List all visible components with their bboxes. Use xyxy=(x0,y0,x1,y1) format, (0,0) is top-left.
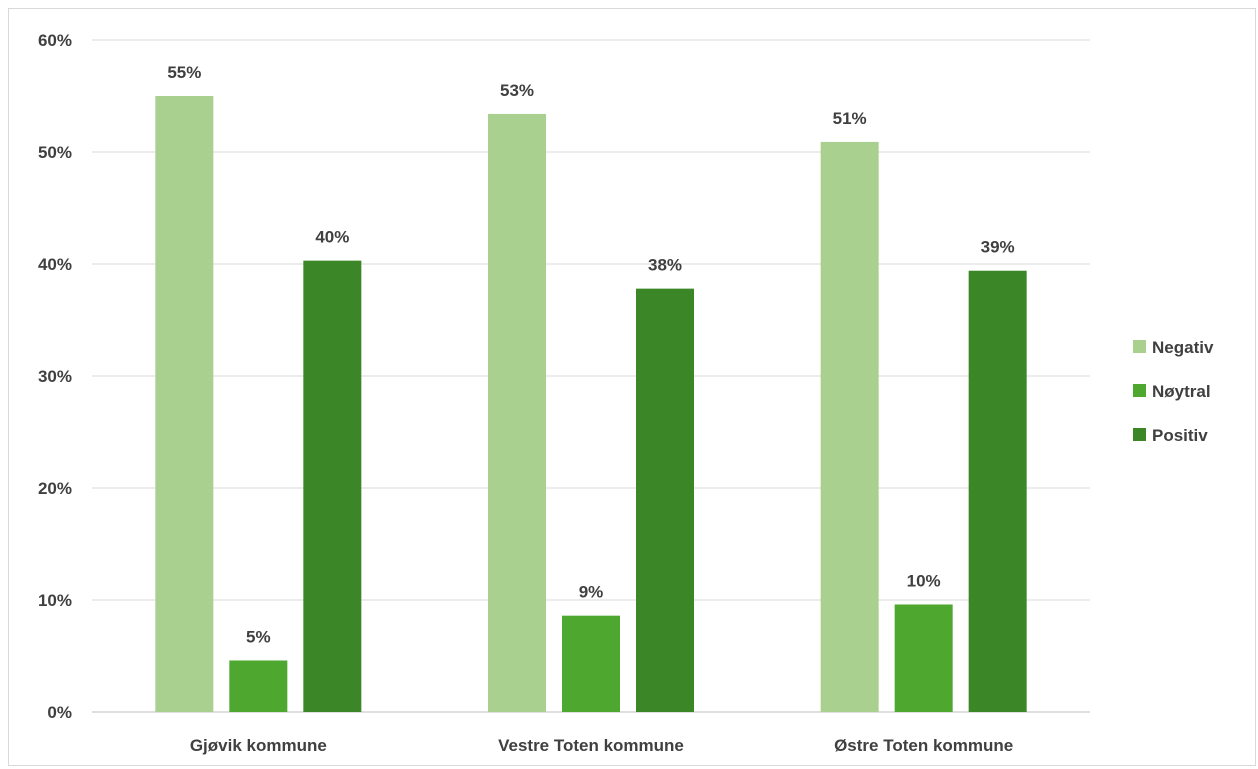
x-axis: Gjøvik kommune Vestre Toten kommune Østre … xyxy=(190,736,1013,755)
data-label: 51% xyxy=(833,109,867,128)
y-tick-label: 30% xyxy=(38,367,72,386)
legend-label: Nøytral xyxy=(1152,382,1211,401)
legend-swatch xyxy=(1133,384,1146,397)
legend: Negativ Nøytral Positiv xyxy=(1133,338,1214,445)
bars xyxy=(155,96,1027,713)
y-axis: 0% 10% 20% 30% 40% 50% 60% xyxy=(38,31,72,722)
legend-swatch xyxy=(1133,340,1146,353)
y-tick-label: 0% xyxy=(47,703,72,722)
x-category-label: Gjøvik kommune xyxy=(190,736,327,755)
bar-negativ-0 xyxy=(155,96,214,712)
bar-positiv-0 xyxy=(303,260,362,712)
data-label: 10% xyxy=(907,571,941,590)
data-label: 5% xyxy=(246,627,271,646)
bar-negativ-1 xyxy=(488,113,546,713)
bar-n-ytral-1 xyxy=(562,615,620,712)
y-tick-label: 40% xyxy=(38,255,72,274)
data-label: 38% xyxy=(648,256,682,275)
bar-n-ytral-2 xyxy=(894,604,953,712)
data-label: 53% xyxy=(500,81,534,100)
bar-positiv-1 xyxy=(636,288,694,712)
data-label: 40% xyxy=(315,228,349,247)
y-tick-label: 60% xyxy=(38,31,72,50)
bar-positiv-2 xyxy=(968,270,1027,712)
data-label: 55% xyxy=(167,63,201,82)
bar-negativ-2 xyxy=(820,141,879,713)
chart-frame xyxy=(8,8,1256,766)
x-category-label: Østre Toten kommune xyxy=(834,736,1013,755)
data-label: 39% xyxy=(981,238,1015,257)
data-label: 9% xyxy=(579,583,604,602)
bar-n-ytral-0 xyxy=(229,660,288,712)
x-category-label: Vestre Toten kommune xyxy=(498,736,684,755)
legend-swatch xyxy=(1133,428,1146,441)
legend-label: Positiv xyxy=(1152,426,1208,445)
y-tick-label: 10% xyxy=(38,591,72,610)
y-tick-label: 20% xyxy=(38,479,72,498)
y-tick-label: 50% xyxy=(38,143,72,162)
data-labels: 55% 5% 40% 53% 9% 38% 51% 10% 39% xyxy=(167,63,1014,646)
legend-label: Negativ xyxy=(1152,338,1214,357)
